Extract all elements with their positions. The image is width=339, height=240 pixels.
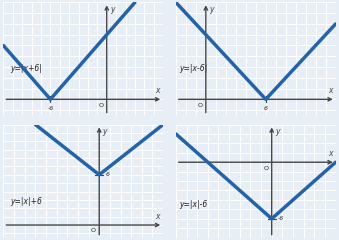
Text: -6: -6 xyxy=(47,106,54,111)
Text: O: O xyxy=(198,103,203,108)
Text: y: y xyxy=(110,5,115,14)
Text: y=|x|+6: y=|x|+6 xyxy=(10,197,42,206)
Text: x: x xyxy=(155,211,160,221)
Text: y=|x-6|: y=|x-6| xyxy=(179,64,207,72)
Text: O: O xyxy=(263,166,268,171)
Text: x: x xyxy=(328,149,333,158)
Text: x: x xyxy=(328,86,333,95)
Text: -6: -6 xyxy=(278,216,284,221)
Text: y: y xyxy=(275,127,279,136)
Text: y: y xyxy=(102,127,107,136)
Text: 6: 6 xyxy=(105,172,109,177)
Text: y=|x|-6: y=|x|-6 xyxy=(179,200,207,209)
Text: 6: 6 xyxy=(264,106,268,111)
Text: x: x xyxy=(155,86,160,95)
Text: y=|x+6|: y=|x+6| xyxy=(10,64,42,72)
Text: y: y xyxy=(209,5,214,14)
Text: O: O xyxy=(99,103,103,108)
Text: O: O xyxy=(91,228,96,234)
